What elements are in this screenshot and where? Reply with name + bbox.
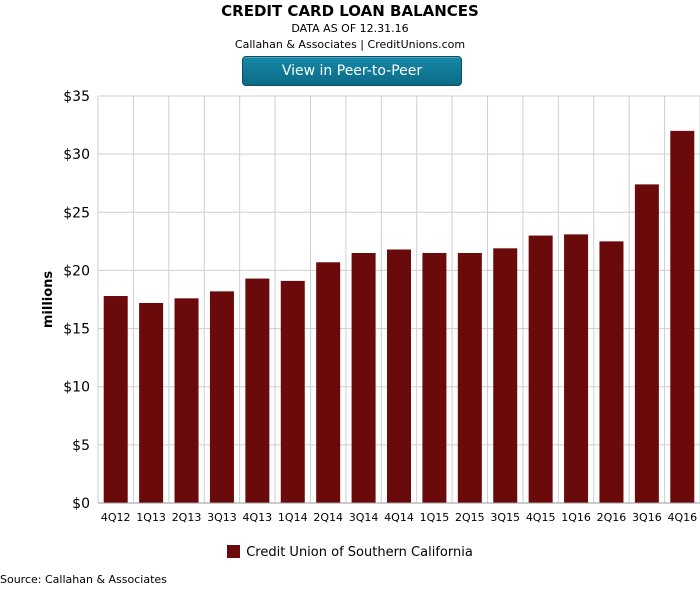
x-tick-label: 3Q16 [632,511,662,524]
x-tick-label: 3Q14 [349,511,379,524]
x-tick-label: 1Q13 [136,511,166,524]
x-tick-label: 2Q15 [455,511,485,524]
bar [139,302,164,503]
y-tick-label: $30 [63,147,90,163]
x-tick-label: 2Q14 [313,511,343,524]
bar [634,184,659,503]
bar [174,298,199,503]
bar [103,296,128,503]
x-tick-label: 1Q15 [420,511,450,524]
bar [457,252,482,503]
x-tick-label: 4Q16 [667,511,697,524]
legend-label: Credit Union of Southern California [246,545,473,560]
y-tick-label: $10 [63,380,90,396]
bar [316,262,341,503]
x-tick-label: 1Q14 [278,511,308,524]
attribution-subtitle: Callahan & Associates | CreditUnions.com [234,38,466,51]
y-tick-label: $5 [72,438,90,454]
bar [528,235,553,504]
x-tick-label: 4Q14 [384,511,414,524]
bar [209,291,234,503]
y-tick-label: $15 [63,322,90,338]
y-tick-label: $20 [63,263,90,279]
y-tick-label: $0 [72,496,90,512]
y-tick-label: $25 [63,205,90,221]
y-axis-label: millions [41,271,56,329]
legend-swatch [227,545,241,558]
chart-title: CREDIT CARD LOAN BALANCES [221,2,479,20]
x-tick-label: 4Q15 [526,511,556,524]
bar [564,234,589,503]
bar [351,252,376,503]
x-tick-label: 3Q15 [490,511,520,524]
x-tick-label: 3Q13 [207,511,237,524]
bar [387,249,411,503]
bar [670,130,695,503]
x-tick-label: 4Q13 [243,511,273,524]
bar [245,278,270,503]
data-date-subtitle: DATA AS OF 12.31.16 [291,22,409,35]
x-tick-label: 1Q16 [561,511,591,524]
view-in-peer-to-peer-button[interactable]: View in Peer-to-Peer [242,56,462,86]
bar-chart: $0 $5 $10 $15 $20 $25 $30 $35 4Q12 1Q13 2Q13 3Q13 4Q… [41,89,700,524]
source-note: Source: Callahan & Associates [0,573,167,586]
bar [599,241,624,503]
x-tick-label: 4Q12 [101,511,131,524]
bar [280,280,305,503]
bar [493,248,518,503]
bar [422,252,447,503]
x-tick-label: 2Q13 [172,511,202,524]
y-tick-label: $35 [63,89,90,105]
x-tick-label: 2Q16 [597,511,627,524]
legend[interactable]: Credit Union of Southern California [0,544,700,562]
